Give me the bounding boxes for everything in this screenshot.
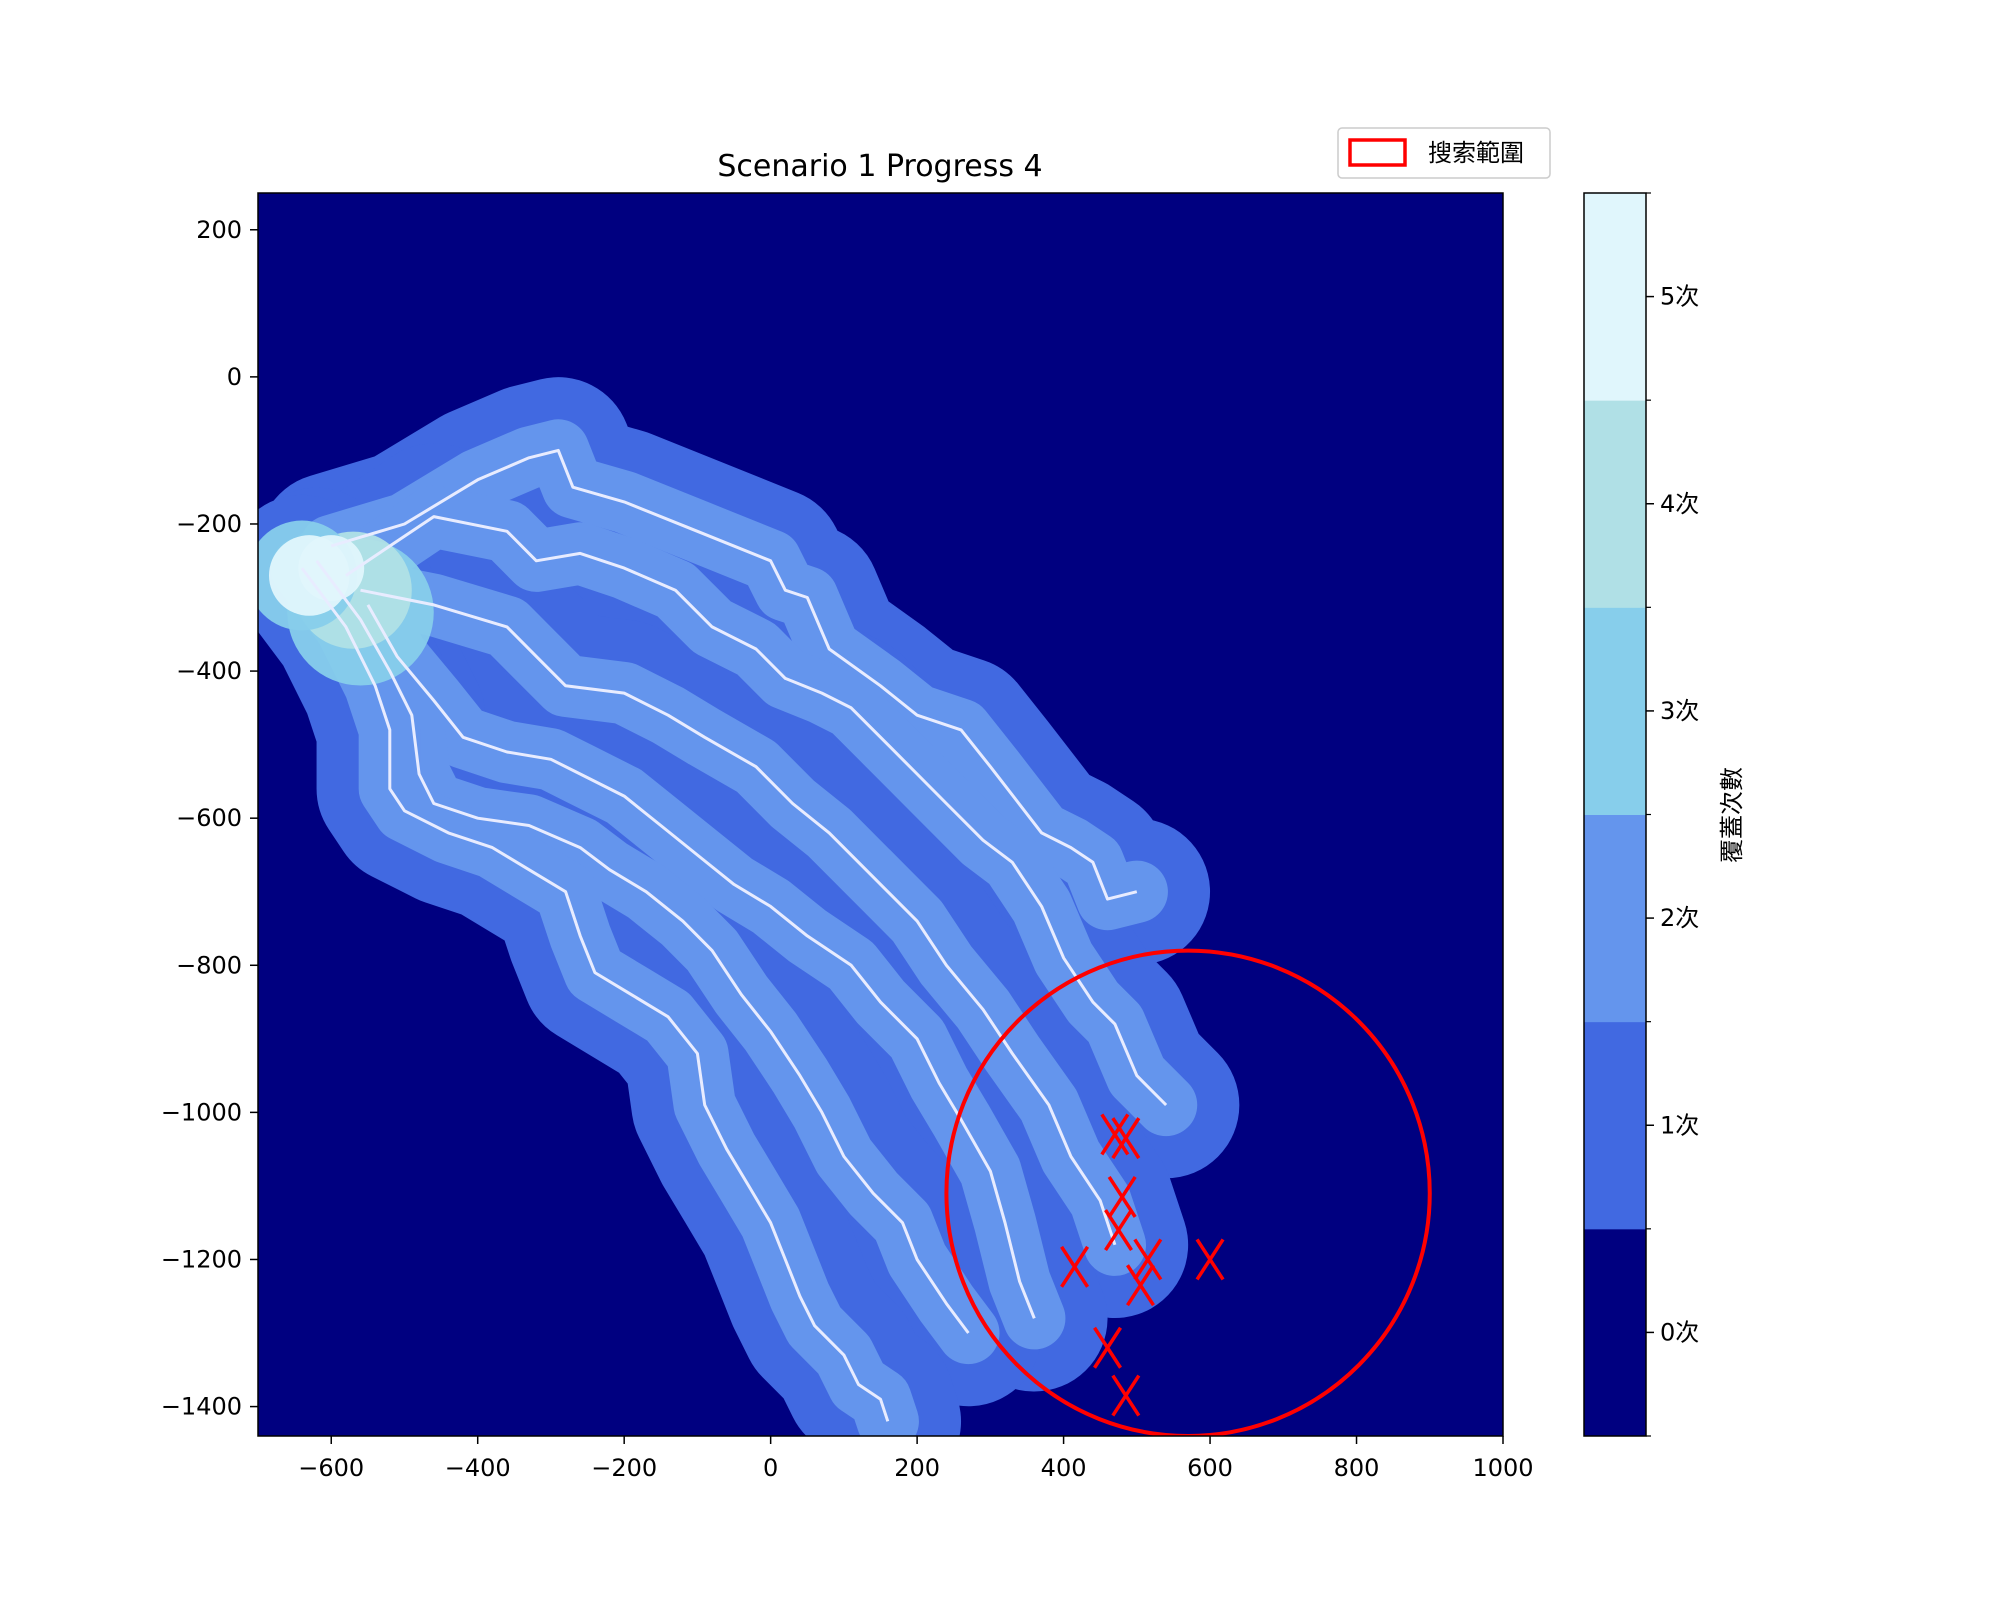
x-tick-label: 800 <box>1334 1454 1380 1482</box>
target-marker-8 <box>1195 1238 1225 1281</box>
colorbar-tick-label: 2次 <box>1660 904 1699 932</box>
colorbar-segment-4 <box>1584 400 1646 608</box>
y-tick-label: −400 <box>176 657 242 685</box>
plot-frame <box>257 192 1504 1437</box>
colorbar: 0次 1次 2次 3次 4次 5次 <box>1583 192 1699 1437</box>
x-tick-label: −400 <box>445 1454 511 1482</box>
target-marker-2 <box>1111 1117 1141 1160</box>
colorbar-segment-5 <box>1584 193 1646 401</box>
target-marker-5 <box>1060 1245 1090 1288</box>
y-tick-label: 200 <box>196 216 242 244</box>
colorbar-frame <box>1583 192 1647 1437</box>
y-tick-label: −800 <box>176 951 242 979</box>
y-axis: 200 0 −200 −400 −600 −800 −1000 −1200 −1400 <box>161 216 258 1421</box>
x-axis: −600 −400 −200 0 200 400 600 800 1000 <box>298 1436 1534 1482</box>
legend-label-search-area: 搜索範圍 <box>1428 139 1524 167</box>
track-line-1 <box>330 448 1138 901</box>
track-line-6 <box>300 567 890 1422</box>
y-tick-label: −1200 <box>161 1245 242 1273</box>
x-tick-label: 600 <box>1187 1454 1233 1482</box>
plot-area <box>258 193 1503 1436</box>
colorbar-tick-label: 1次 <box>1660 1111 1699 1139</box>
y-tick-label: −1400 <box>161 1393 242 1421</box>
target-marker-9 <box>1093 1326 1122 1369</box>
search-area-circle <box>944 948 1432 1436</box>
colorbar-tick-label: 0次 <box>1660 1318 1699 1346</box>
chart-title: Scenario 1 Progress 4 <box>717 149 1042 184</box>
y-tick-label: −200 <box>176 510 242 538</box>
target-marker-6 <box>1133 1238 1163 1281</box>
x-tick-label: 400 <box>1041 1454 1087 1482</box>
x-tick-label: 0 <box>763 1454 778 1482</box>
colorbar-segment-3 <box>1584 607 1646 815</box>
y-tick-label: −1000 <box>161 1098 242 1126</box>
colorbar-segment-0 <box>1584 1228 1646 1437</box>
track-line-4 <box>366 604 1036 1319</box>
colorbar-label: 覆蓋次數 <box>1718 767 1746 863</box>
target-marker-4 <box>1104 1209 1133 1252</box>
target-marker-1 <box>1100 1113 1130 1156</box>
x-tick-label: −200 <box>591 1454 657 1482</box>
colorbar-tick-label: 4次 <box>1660 490 1699 518</box>
legend-swatch-search-area <box>1348 138 1407 167</box>
x-tick-label: 1000 <box>1472 1454 1533 1482</box>
track-line-2 <box>345 515 1168 1107</box>
track-line-3 <box>360 588 1117 1246</box>
colorbar-tick-label: 3次 <box>1660 697 1699 725</box>
y-tick-label: 0 <box>227 363 242 391</box>
target-marker-10 <box>1111 1374 1141 1417</box>
y-tick-label: −600 <box>176 804 242 832</box>
target-marker-7 <box>1126 1264 1155 1307</box>
colorbar-segment-2 <box>1584 814 1646 1023</box>
x-tick-label: −600 <box>298 1454 364 1482</box>
x-tick-label: 200 <box>894 1454 940 1482</box>
track-line-5 <box>315 559 970 1334</box>
legend: 搜索範圍 <box>1337 127 1551 179</box>
colorbar-tick-label: 5次 <box>1660 283 1699 311</box>
colorbar-segment-1 <box>1584 1021 1646 1230</box>
